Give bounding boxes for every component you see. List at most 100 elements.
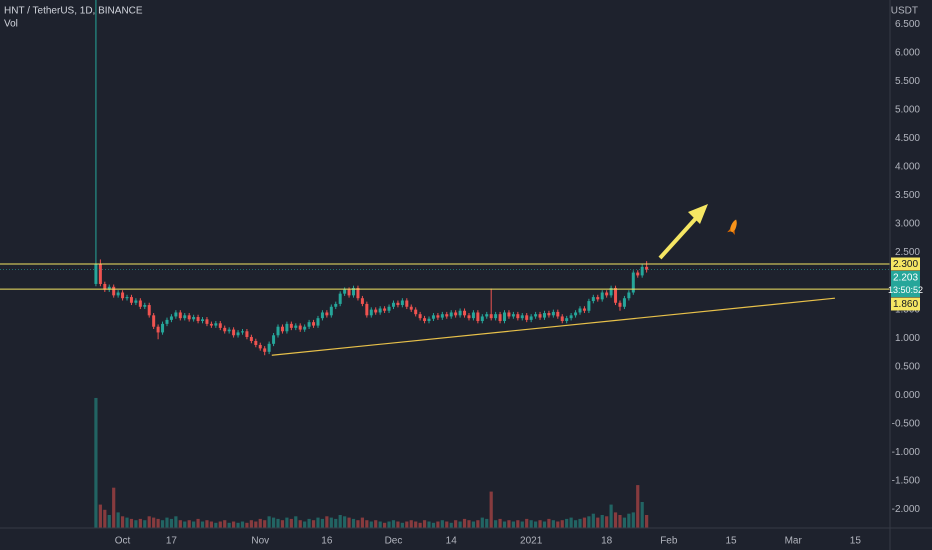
volume-bar [440, 520, 444, 528]
volume-bar [298, 520, 302, 528]
candle-body [98, 264, 102, 284]
x-tick-label: Nov [251, 536, 269, 547]
candle-body [565, 318, 569, 322]
candle-body [480, 316, 484, 322]
volume-bar [587, 516, 591, 528]
volume-bar [578, 518, 582, 528]
y-tick-label: 2.500 [895, 247, 920, 258]
volume-bar [240, 521, 245, 528]
candle-body [578, 308, 582, 313]
volume-bar [209, 521, 213, 528]
y-tick-label: 0.500 [895, 361, 920, 372]
volume-bar [551, 520, 555, 528]
volume-bar [427, 521, 431, 528]
volume-bar [631, 512, 635, 528]
y-tick-label: 4.500 [895, 133, 920, 144]
volume-bar [378, 521, 382, 528]
candle-body [520, 315, 524, 319]
candle-body [600, 292, 604, 300]
volume-bar [223, 520, 227, 528]
candle-body [329, 306, 333, 316]
volume-bar [485, 518, 489, 528]
candle-body [511, 314, 515, 317]
volume-bar [418, 522, 422, 528]
last-price-label: 2.203 [893, 272, 918, 283]
volume-bar [187, 520, 191, 528]
candle-body [463, 310, 467, 316]
candle-body [272, 335, 276, 344]
volume-bar [325, 516, 329, 528]
candle-body [622, 298, 626, 307]
candle-body [169, 316, 173, 320]
candle-body [560, 316, 564, 322]
candle-body [352, 287, 356, 296]
volume-bar [573, 520, 578, 528]
candle-body [320, 312, 324, 319]
candle-body [423, 318, 427, 322]
candle-body [298, 325, 302, 330]
candle-body [369, 309, 373, 316]
y-axis-unit: USDT [891, 6, 918, 17]
candle-body [343, 289, 347, 294]
volume-bar [609, 504, 613, 528]
volume-bar [285, 517, 289, 528]
candle-body [201, 319, 205, 322]
candle-body [458, 310, 462, 316]
candle-body [387, 306, 391, 311]
candle-body [494, 314, 498, 319]
rocket-body [729, 219, 737, 233]
candle-body [125, 297, 129, 299]
volume-bar [280, 520, 285, 528]
candle-body [574, 312, 578, 316]
chart-title: HNT / TetherUS, 1D, BINANCE [4, 6, 143, 17]
candle-body [121, 292, 125, 299]
volume-bar [147, 516, 151, 528]
candle-body [103, 283, 107, 290]
candle-body [312, 322, 316, 326]
volume-bar [498, 518, 502, 528]
candle-body [378, 308, 382, 313]
volume-bar [645, 514, 649, 528]
candle-body [267, 343, 271, 352]
volume-bar [351, 518, 356, 528]
candle-body [192, 317, 196, 320]
candle-body [529, 316, 533, 320]
volume-bar [547, 518, 551, 528]
volume-bar [263, 520, 267, 528]
volume-bar [489, 491, 493, 528]
volume-bar [116, 512, 120, 528]
volume-bar [525, 518, 529, 528]
x-tick-label: 16 [321, 536, 333, 547]
candle-body [156, 326, 160, 333]
volume-bar [138, 518, 142, 528]
candle-body [360, 298, 364, 304]
volume-bar [125, 517, 129, 528]
volume-bar [276, 518, 280, 528]
volume-bar [471, 521, 476, 528]
y-tick-label: 6.000 [895, 48, 920, 59]
candle-body [431, 315, 435, 319]
volume-bar [520, 521, 524, 528]
candle-body [374, 309, 378, 313]
volume-bar [387, 521, 391, 528]
candle-body [587, 301, 591, 311]
volume-bar [533, 521, 538, 528]
candle-body [254, 340, 258, 345]
volume-bar [320, 518, 325, 528]
candle-body [440, 314, 444, 318]
candle-body [245, 331, 249, 337]
volume-bar [391, 520, 396, 528]
volume-bar [467, 520, 471, 528]
volume-bar [494, 520, 498, 528]
volume-bar [307, 518, 311, 528]
volume-bar [516, 520, 520, 528]
arrow-shaft [658, 214, 700, 260]
candle-body [454, 312, 458, 316]
x-tick-label: 15 [850, 536, 862, 547]
volume-bar [245, 522, 249, 528]
volume-bar [329, 517, 333, 528]
candle-body [280, 326, 284, 332]
candle-body [485, 314, 489, 317]
x-tick-label: 18 [601, 536, 613, 547]
candle-body [631, 272, 635, 293]
